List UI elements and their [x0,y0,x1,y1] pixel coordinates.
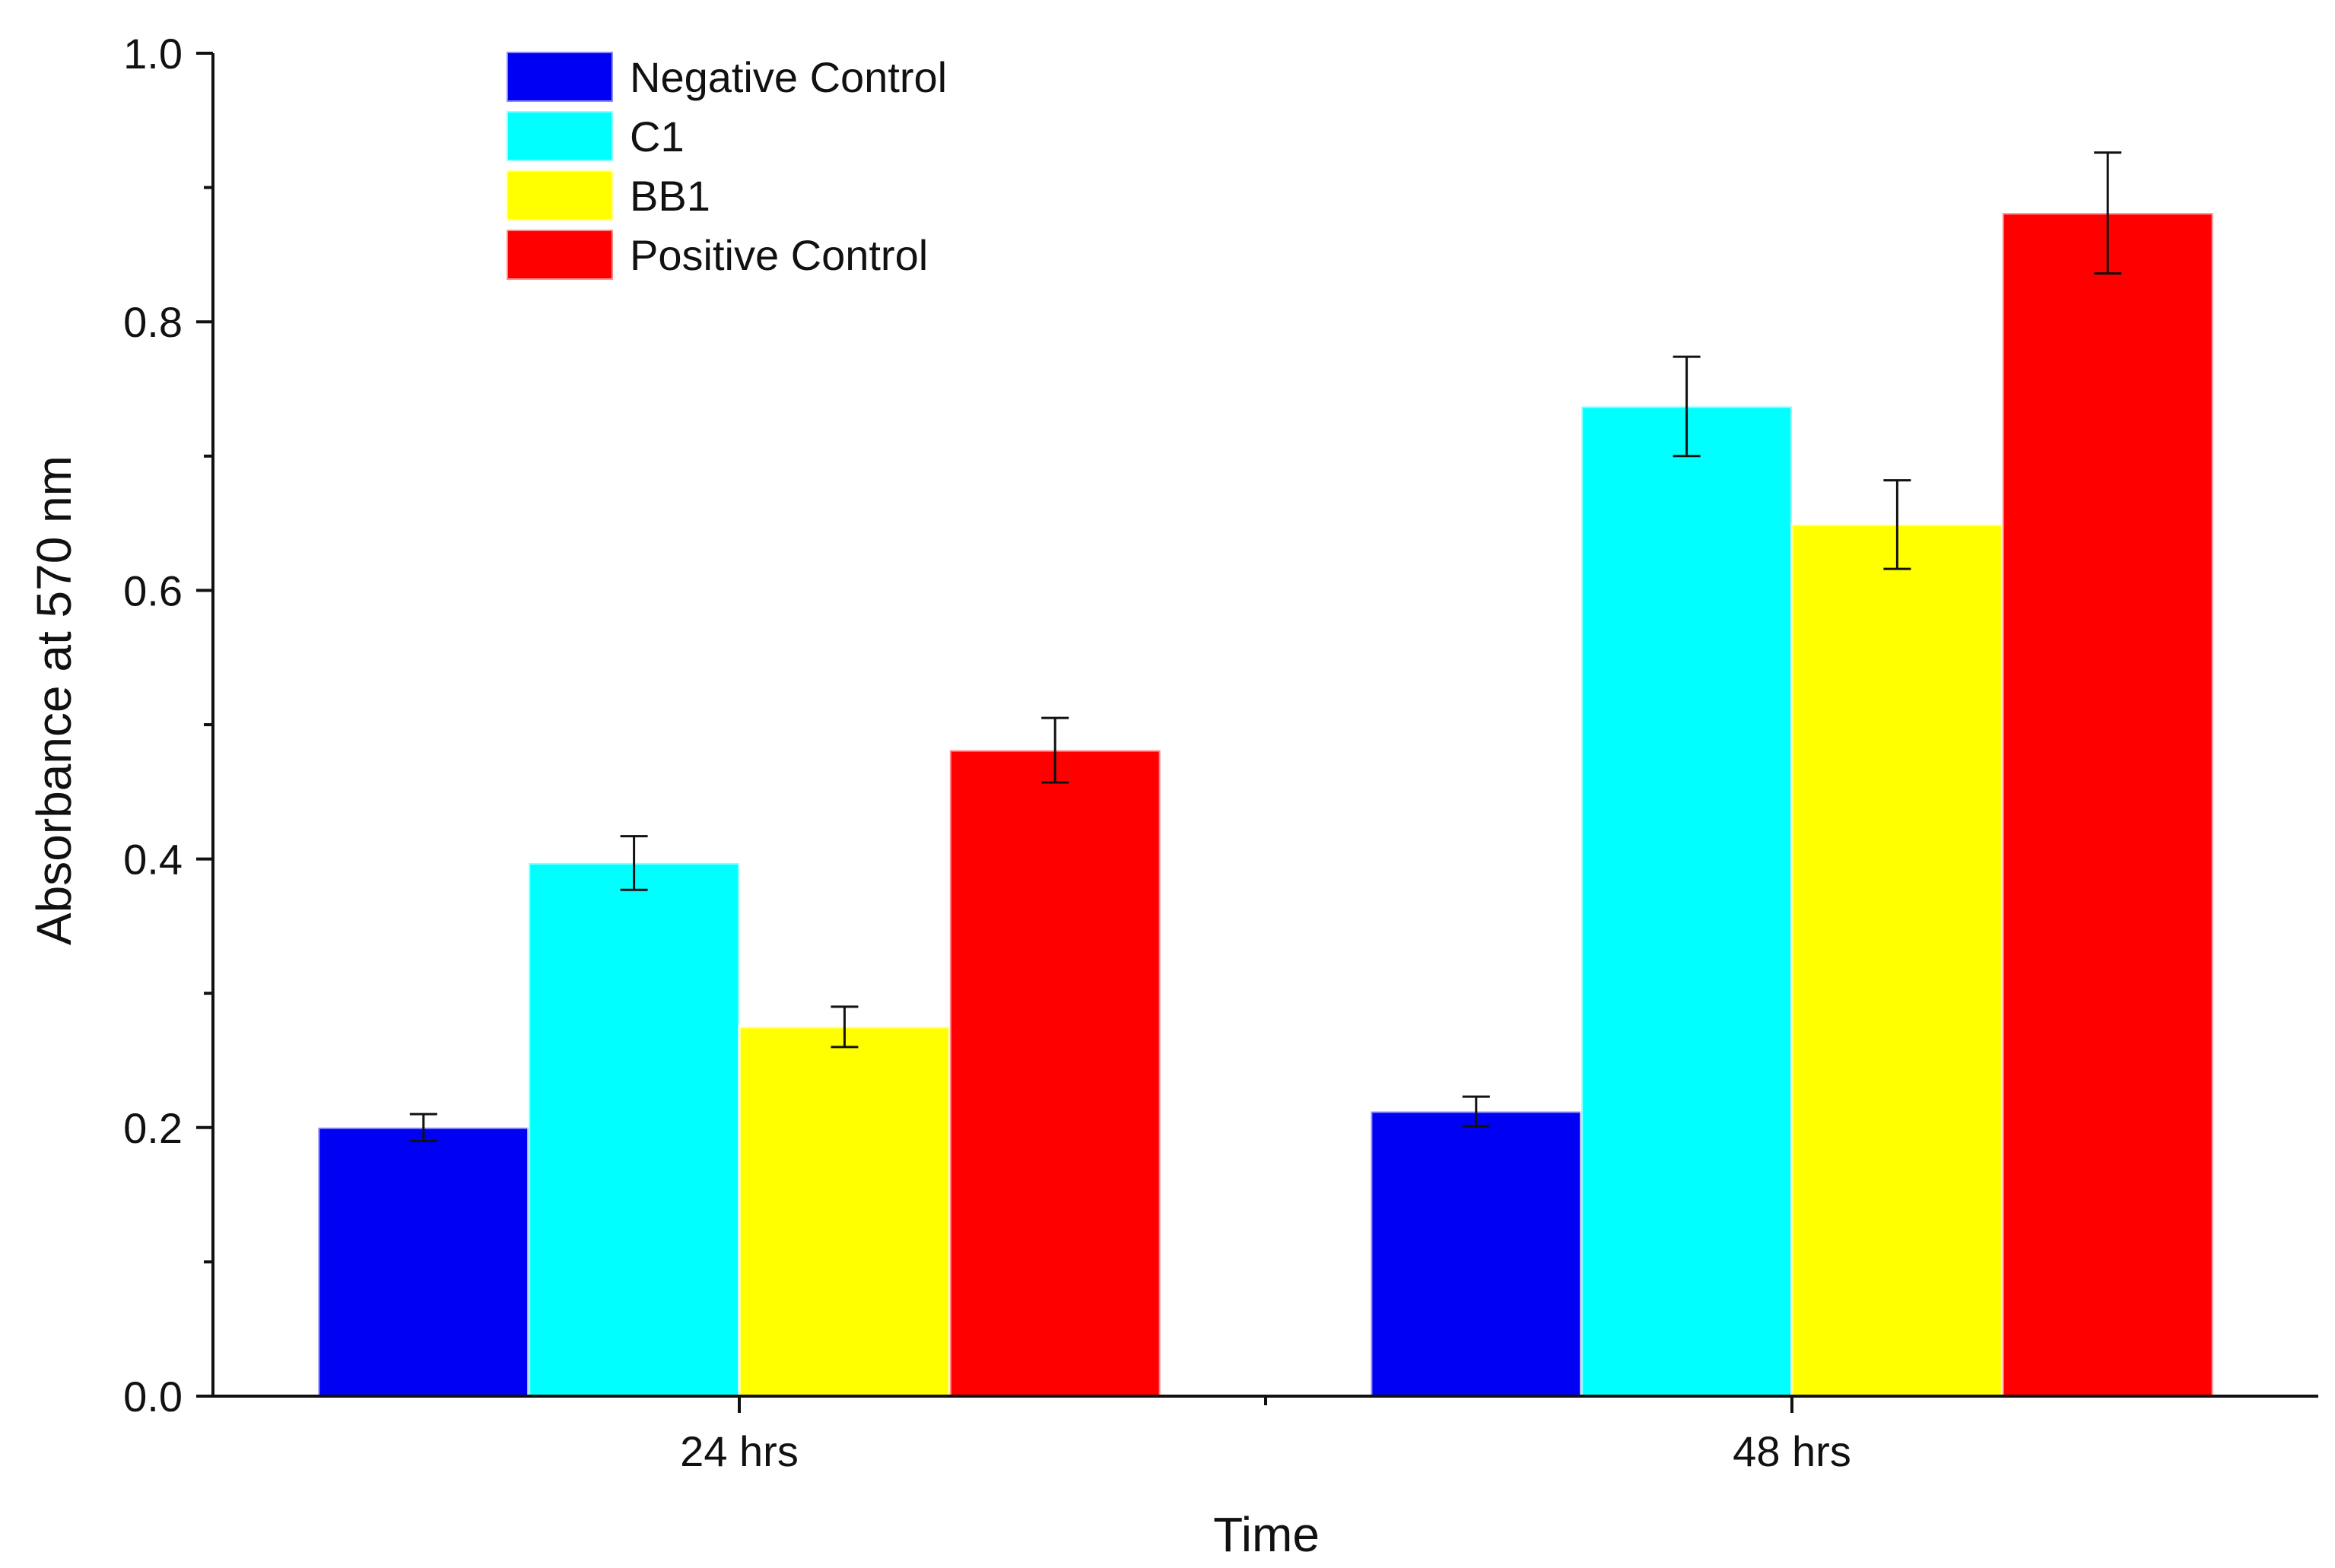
y-tick-label: 0.0 [123,1373,183,1420]
error-bar [409,1113,437,1142]
error-bars-layer [409,151,2122,1142]
legend-swatch [505,228,615,281]
error-bar [1673,355,1701,458]
bar [1580,405,1793,1398]
bar [1369,1109,1584,1398]
bar [738,1025,951,1398]
x-tick-label: 48 hrs [1733,1427,1851,1475]
legend-swatch [505,50,615,103]
x-tick-label: 24 hrs [680,1427,799,1475]
bar [316,1125,531,1398]
error-bar [831,1005,859,1049]
y-tick-label: 0.8 [123,298,183,346]
bars-layer [316,211,2215,1398]
error-bar [1883,479,1911,570]
legend-label: BB1 [630,172,710,220]
y-tick-label: 0.6 [123,567,183,614]
legend-swatch [505,110,615,163]
legend-swatch [505,169,615,222]
bar [527,861,741,1398]
y-axis-title: Absorbance at 570 nm [27,455,81,945]
error-bar [2094,151,2122,275]
x-axis-title: Time [1213,1507,1320,1562]
y-tick-label: 0.2 [123,1104,183,1152]
x-ticks: 24 hrs 48 hrs [680,1396,1851,1475]
legend-label: Negative Control [630,53,947,101]
y-tick-label: 0.4 [123,836,183,884]
y-tick-label: 1.0 [123,30,183,78]
legend-label: Positive Control [630,231,928,279]
error-bar [1462,1095,1490,1128]
bar [948,748,1162,1398]
error-bar [620,835,648,891]
legend: Negative Control C1 BB1 Positive Control [505,50,947,281]
bar [2000,211,2215,1398]
legend-label: C1 [630,113,685,160]
bar [1790,522,2004,1398]
y-ticks: 0.0 0.2 0.4 0.6 0.8 1.0 [123,30,213,1420]
error-bar [1041,716,1069,784]
